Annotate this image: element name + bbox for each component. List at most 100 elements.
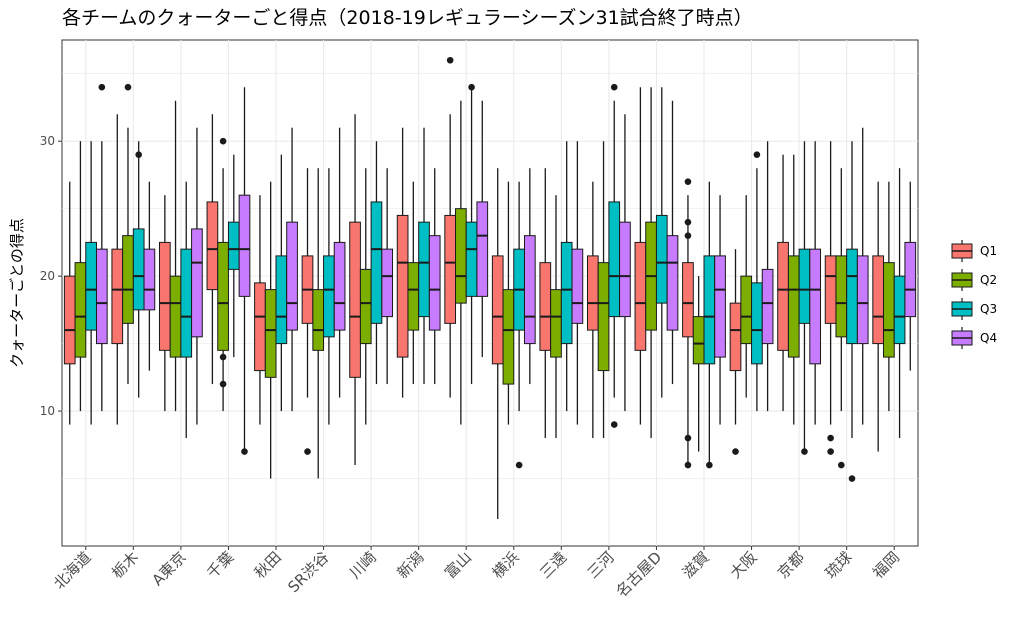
box-q4 [904,241,917,318]
team-group [682,178,726,469]
box-q4 [476,201,489,297]
box-q3 [703,255,716,365]
team-group [872,168,917,452]
box-q1 [158,241,171,351]
outlier-point [304,448,311,455]
box-q2 [502,289,515,385]
legend-item: Q3 [951,298,997,320]
outlier-point [801,448,808,455]
team-group [111,83,156,425]
box-q1 [682,262,694,338]
x-tick-label: 福岡 [869,548,903,582]
box-q1 [206,201,219,291]
x-tick-label: 栃木 [108,548,142,582]
box-q4 [238,194,251,297]
x-tick-label: 新潟 [394,548,428,582]
outlier-point [684,434,692,442]
outlier-point [446,56,454,64]
box-q2 [74,262,87,358]
team-group [158,100,203,439]
box-q2 [835,255,848,338]
team-group [824,127,869,482]
box-q3 [798,248,811,324]
legend-label: Q3 [980,302,997,316]
y-tick-label: 20 [40,269,55,283]
x-tick-label: 三河 [584,548,618,582]
x-tick-label: 滋賀 [679,548,713,582]
box-q3 [323,255,335,338]
outlier-point [848,475,856,482]
x-tick-label: 琉球 [822,548,856,582]
team-group [301,127,346,479]
outlier-point [515,461,523,469]
box-q3 [85,241,97,331]
team-group [396,127,441,398]
x-tick-label: 大阪 [726,548,760,582]
box-q2 [455,208,467,304]
box-q4 [381,248,394,318]
box-q2 [217,241,229,351]
box-q2 [359,268,372,345]
x-tick-label: 京都 [774,548,808,582]
box-q1 [634,241,647,351]
outlier-point [827,448,834,455]
outlier-point [219,353,227,361]
box-q4 [428,235,441,331]
box-q4 [666,235,679,331]
x-tick-label: 秋田 [251,548,285,582]
outlier-point [135,151,142,158]
box-q1 [491,255,504,365]
box-q2 [692,316,705,365]
box-q1 [824,255,837,324]
box-q3 [227,221,240,270]
y-axis-title: クォーターごとの得点 [8,218,26,368]
box-series [63,56,917,520]
y-tick-label: 30 [40,134,55,148]
box-q2 [597,262,610,372]
box-q3 [275,255,288,345]
box-q4 [761,268,774,345]
box-q4 [571,248,584,324]
box-q4 [809,248,822,365]
outlier-point [684,218,692,226]
team-group [539,141,584,439]
outlier-point [98,83,106,91]
box-q1 [254,282,266,372]
legend-item: Q4 [951,327,997,349]
box-q2 [740,275,753,345]
x-tick-label: 横浜 [489,548,523,582]
outlier-point [610,83,618,91]
box-q4 [191,228,203,338]
box-q1 [396,214,409,358]
x-tick-label: 千葉 [203,548,237,582]
team-group [254,127,298,479]
legend-label: Q1 [980,244,997,258]
team-group [634,87,679,439]
outlier-point [219,380,227,388]
legend-item: Q2 [951,269,997,291]
box-q1 [777,241,789,351]
x-tick-label: 北海道 [50,548,95,593]
legend-item: Q1 [951,240,997,262]
box-q1 [444,214,457,324]
legend-label: Q2 [980,273,997,287]
outlier-point [124,83,132,91]
x-tick-label: A東京 [149,548,190,589]
box-q3 [846,248,858,345]
x-tick-label: 川崎 [346,548,380,582]
box-q4 [333,241,346,331]
team-group [63,83,108,425]
box-q3 [132,228,145,311]
outlier-point [219,137,227,145]
box-q1 [729,302,742,372]
legend-label: Q4 [980,331,997,345]
box-q3 [418,221,430,318]
box-q3 [751,282,763,365]
team-group [206,87,251,455]
box-q3 [180,248,193,358]
box-q4 [714,255,726,358]
box-q2 [407,262,420,331]
y-axis: 10 20 30 [40,134,62,418]
